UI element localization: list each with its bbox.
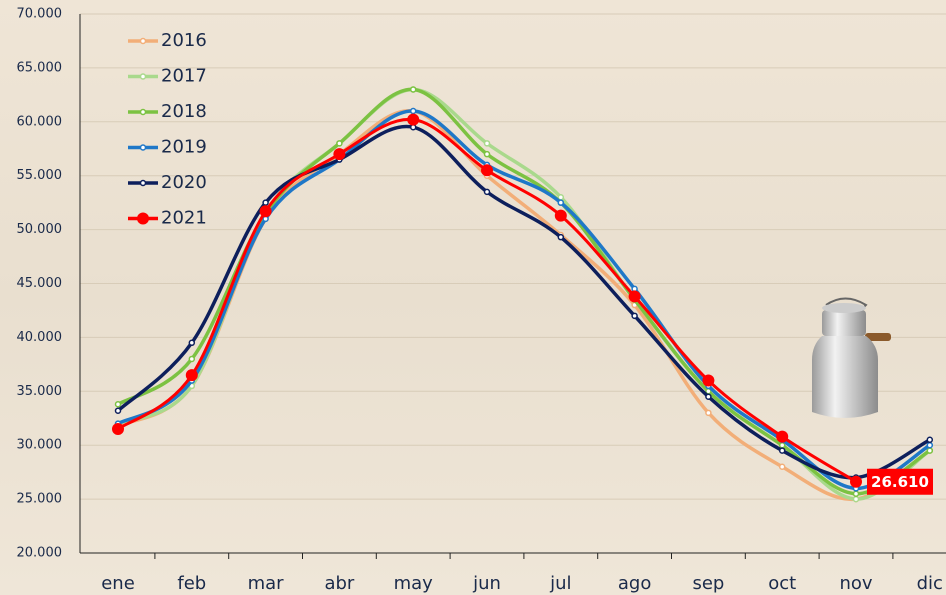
- point: [706, 394, 711, 399]
- point: [116, 402, 121, 407]
- y-tick-label: 70.000: [17, 7, 63, 22]
- point: [854, 497, 859, 502]
- point: [780, 443, 785, 448]
- legend-marker: [141, 110, 146, 115]
- legend-marker: [141, 74, 146, 79]
- x-tick-label: nov: [839, 573, 872, 594]
- y-tick-label: 45.000: [17, 276, 63, 291]
- point: [780, 448, 785, 453]
- point: [411, 87, 416, 92]
- legend-marker: [141, 39, 146, 44]
- point: [850, 476, 862, 488]
- point: [854, 491, 859, 496]
- x-tick-label: ago: [618, 573, 651, 594]
- point: [189, 340, 194, 345]
- legend-label: 2016: [161, 30, 207, 51]
- legend-label: 2018: [161, 101, 207, 122]
- series-line: [118, 126, 930, 477]
- point: [632, 313, 637, 318]
- x-tick-label: jul: [549, 573, 571, 594]
- legend-marker: [141, 181, 146, 186]
- point: [780, 464, 785, 469]
- x-tick-label: oct: [768, 573, 796, 594]
- point: [555, 210, 567, 222]
- y-tick-label: 30.000: [17, 438, 63, 453]
- y-tick-label: 60.000: [17, 114, 63, 129]
- point: [485, 141, 490, 146]
- point: [411, 109, 416, 114]
- point: [186, 369, 198, 381]
- legend-marker: [137, 213, 149, 225]
- legend-label: 2020: [161, 172, 207, 193]
- series-line: [118, 89, 930, 493]
- point: [927, 437, 932, 442]
- point: [485, 189, 490, 194]
- y-tick-label: 20.000: [17, 546, 63, 561]
- x-tick-label: abr: [324, 573, 354, 594]
- point: [481, 164, 493, 176]
- point: [706, 410, 711, 415]
- point: [927, 448, 932, 453]
- series-line: [118, 89, 930, 499]
- x-tick-label: ene: [101, 573, 135, 594]
- point: [776, 431, 788, 443]
- point: [116, 408, 121, 413]
- y-tick-label: 25.000: [17, 492, 63, 507]
- chart: 20.000 25.000 30.000 35.000 40.000 45.000 50.0…: [0, 0, 946, 595]
- legend-label: 2019: [161, 137, 207, 158]
- value-label: 26.610: [871, 473, 929, 491]
- point: [333, 148, 345, 160]
- point: [112, 423, 124, 435]
- x-tick-label: may: [394, 573, 434, 594]
- legend-label: 2021: [161, 208, 207, 229]
- x-tick-label: dic: [917, 573, 943, 594]
- y-tick-label: 35.000: [17, 384, 63, 399]
- point: [407, 114, 419, 126]
- point: [337, 141, 342, 146]
- point: [702, 375, 714, 387]
- x-tick-label: feb: [177, 573, 206, 594]
- x-tick-label: mar: [248, 573, 285, 594]
- point: [558, 200, 563, 205]
- point: [263, 200, 268, 205]
- y-tick-label: 40.000: [17, 330, 63, 345]
- x-tick-label: sep: [692, 573, 724, 594]
- milk-can: [812, 299, 891, 419]
- legend-marker: [141, 145, 146, 150]
- point: [485, 152, 490, 157]
- y-tick-label: 55.000: [17, 168, 63, 183]
- point: [927, 443, 932, 448]
- y-tick-label: 50.000: [17, 222, 63, 237]
- legend-label: 2017: [161, 66, 207, 87]
- point: [629, 290, 641, 302]
- y-tick-label: 65.000: [17, 60, 63, 75]
- point: [189, 356, 194, 361]
- point: [260, 205, 272, 217]
- point: [558, 235, 563, 240]
- x-tick-label: jun: [472, 573, 501, 594]
